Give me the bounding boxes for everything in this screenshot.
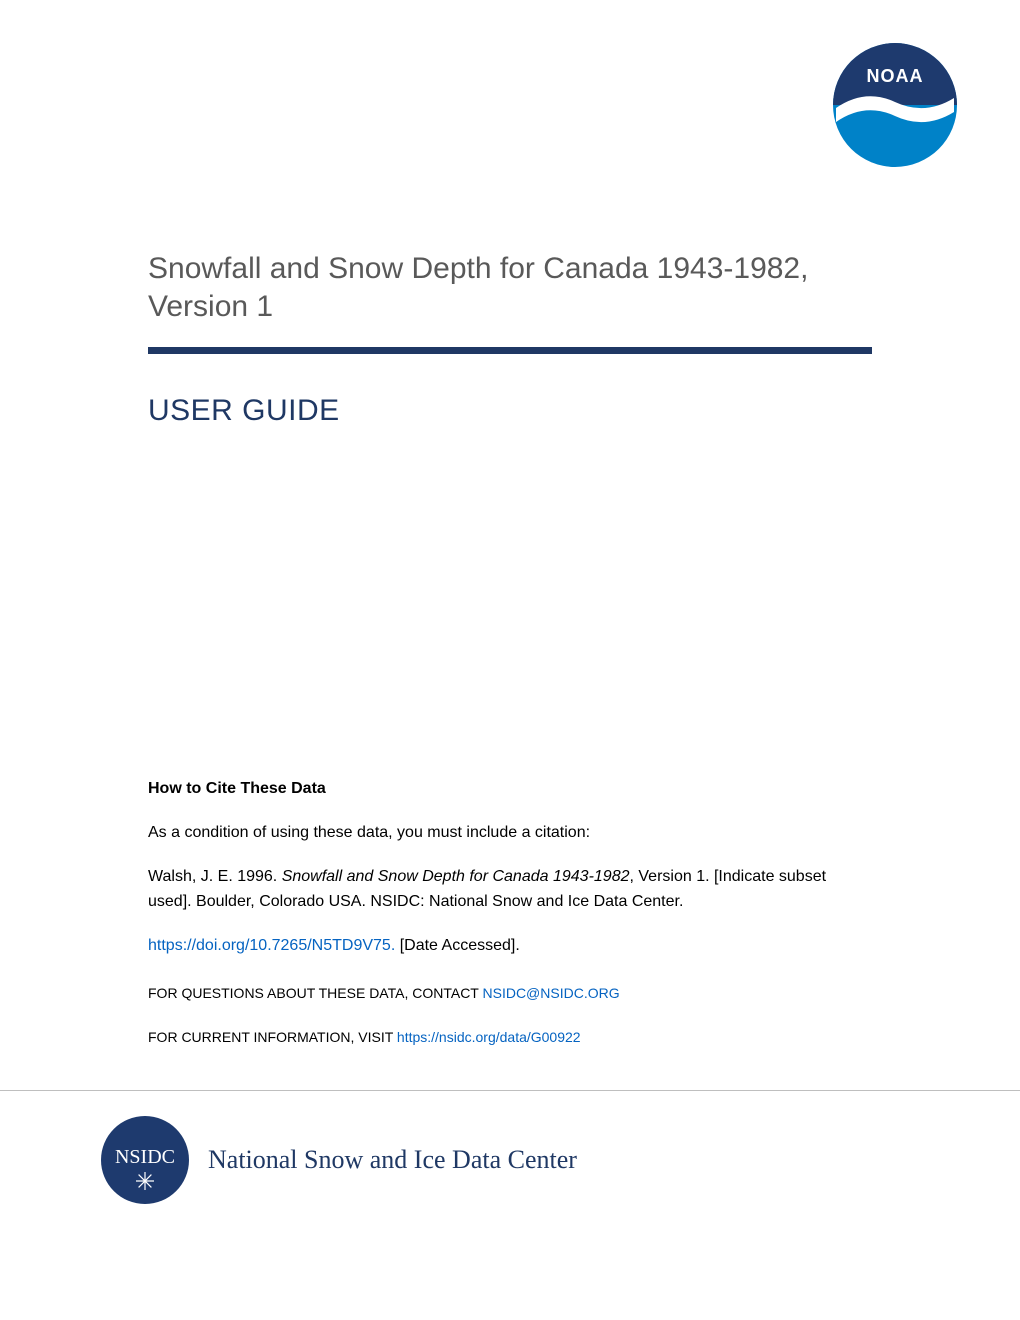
- cite-author: Walsh, J. E. 1996.: [148, 868, 282, 885]
- contact-prefix: FOR QUESTIONS ABOUT THESE DATA, CONTACT: [148, 985, 483, 1001]
- info-url[interactable]: https://nsidc.org/data/G00922: [397, 1029, 581, 1045]
- doi-link[interactable]: https://doi.org/10.7265/N5TD9V75.: [148, 937, 395, 954]
- cite-intro: As a condition of using these data, you …: [148, 820, 872, 846]
- noaa-text: NOAA: [867, 66, 924, 86]
- footer-divider: [0, 1090, 1020, 1091]
- page-title: Snowfall and Snow Depth for Canada 1943-…: [148, 250, 872, 325]
- subtitle: USER GUIDE: [148, 394, 872, 428]
- footer-org-name: National Snow and Ice Data Center: [208, 1145, 577, 1175]
- info-line: FOR CURRENT INFORMATION, VISIT https://n…: [148, 1029, 872, 1045]
- nsidc-logo: NSIDC: [100, 1115, 190, 1205]
- date-accessed: [Date Accessed].: [395, 937, 520, 954]
- contact-email[interactable]: NSIDC@NSIDC.ORG: [483, 985, 620, 1001]
- info-prefix: FOR CURRENT INFORMATION, VISIT: [148, 1029, 397, 1045]
- contact-line: FOR QUESTIONS ABOUT THESE DATA, CONTACT …: [148, 985, 872, 1001]
- cite-work-title: Snowfall and Snow Depth for Canada 1943-…: [282, 868, 630, 885]
- noaa-logo: NOAA: [830, 40, 960, 170]
- title-divider: [148, 347, 872, 354]
- cite-citation: Walsh, J. E. 1996. Snowfall and Snow Dep…: [148, 864, 872, 915]
- cite-doi-line: https://doi.org/10.7265/N5TD9V75. [Date …: [148, 933, 872, 959]
- cite-heading: How to Cite These Data: [148, 780, 872, 798]
- nsidc-text: NSIDC: [115, 1146, 175, 1168]
